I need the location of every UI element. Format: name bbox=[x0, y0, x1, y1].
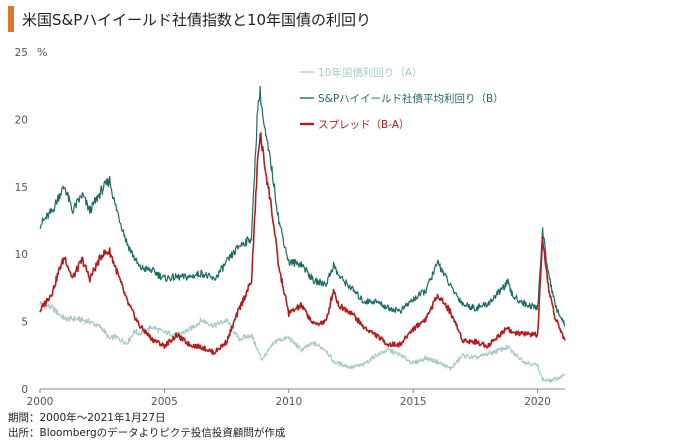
x-axis-ticks: 2000 2005 2010 2015 2020 bbox=[27, 389, 551, 408]
y-axis-ticks: 0 5 10 15 20 25 bbox=[15, 47, 28, 396]
y-axis-unit-label: % bbox=[37, 46, 47, 59]
legend-label: S&Pハイイールド社債平均利回り（B） bbox=[318, 92, 504, 105]
series-lines bbox=[39, 85, 566, 384]
footnote-period: 期間：2000年〜2021年1月27日 bbox=[8, 412, 166, 424]
legend-label: スプレッド（B-A） bbox=[318, 119, 409, 131]
series-line-0 bbox=[39, 300, 566, 384]
series-line-1 bbox=[39, 85, 566, 327]
y-tick-label: 20 bbox=[15, 114, 28, 126]
y-tick-label: 0 bbox=[21, 384, 28, 396]
y-tick-label: 25 bbox=[15, 47, 28, 59]
title-accent-bar bbox=[8, 6, 14, 32]
x-tick-label: 2000 bbox=[27, 396, 54, 408]
x-tick-label: 2020 bbox=[524, 396, 551, 408]
series-line-2 bbox=[39, 132, 566, 355]
y-tick-label: 10 bbox=[15, 249, 28, 261]
legend: 10年国債利回り（A） S&Pハイイールド社債平均利回り（B） スプレッド（B-A） bbox=[300, 66, 504, 131]
x-tick-label: 2010 bbox=[275, 396, 302, 408]
chart-title: 米国S&Pハイイールド社債指数と10年国債の利回り bbox=[22, 11, 372, 29]
x-tick-label: 2005 bbox=[151, 396, 178, 408]
y-tick-label: 5 bbox=[21, 317, 28, 329]
legend-label: 10年国債利回り（A） bbox=[318, 66, 423, 79]
x-tick-label: 2015 bbox=[400, 396, 427, 408]
footnote-source: 出所：Bloombergのデータよりピクテ投信投資顧問が作成 bbox=[8, 427, 286, 439]
y-tick-label: 15 bbox=[15, 182, 28, 194]
